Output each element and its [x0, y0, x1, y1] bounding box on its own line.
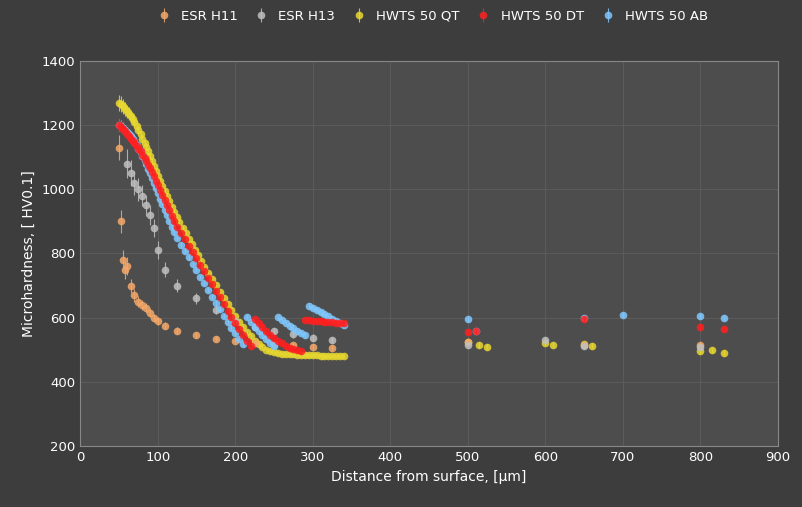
X-axis label: Distance from surface, [μm]: Distance from surface, [μm] [331, 469, 527, 484]
Y-axis label: Microhardness, [ HV0.1]: Microhardness, [ HV0.1] [22, 170, 36, 337]
Legend: ESR H11, ESR H13, HWTS 50 QT, HWTS 50 DT, HWTS 50 AB: ESR H11, ESR H13, HWTS 50 QT, HWTS 50 DT… [150, 10, 708, 23]
